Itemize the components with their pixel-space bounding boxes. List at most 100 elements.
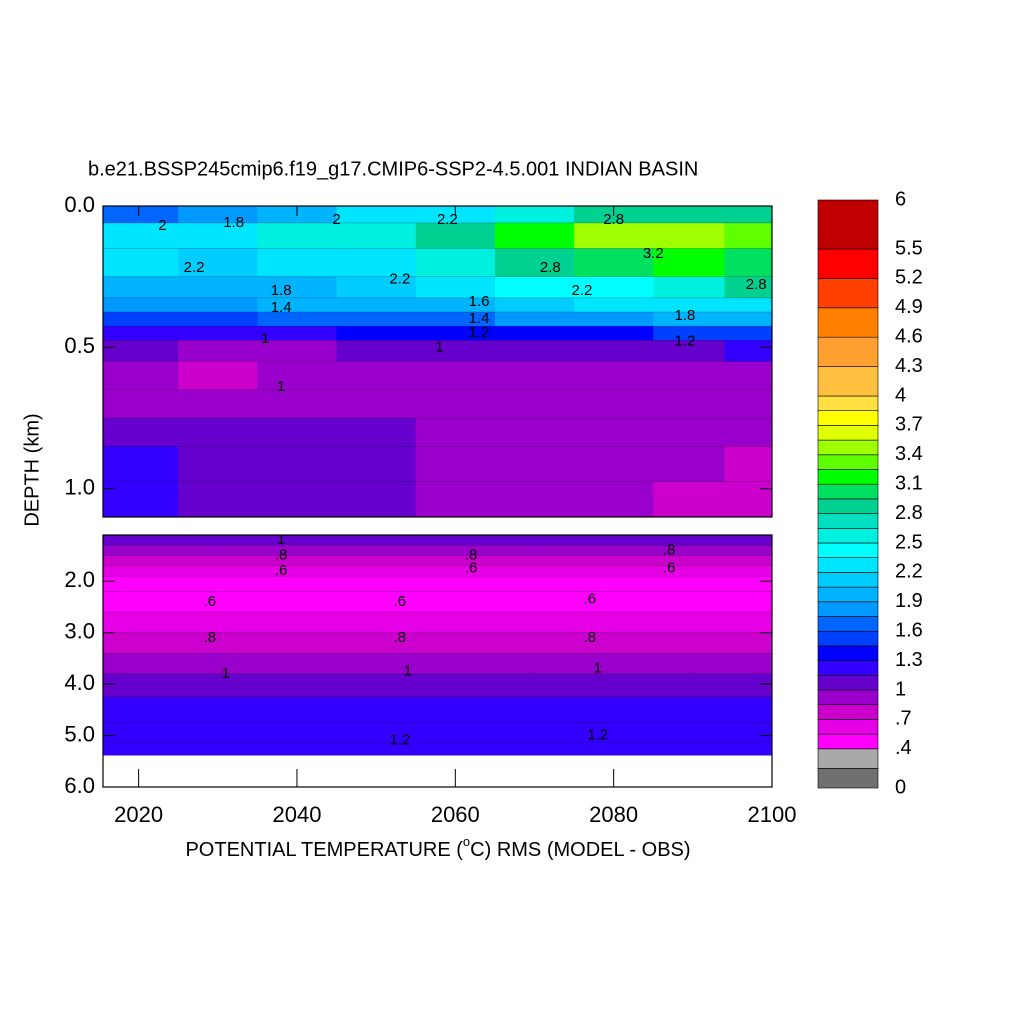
field-cell	[103, 653, 219, 675]
panel-frame	[102, 205, 773, 518]
field-cell	[534, 565, 694, 577]
field-cell	[724, 326, 772, 341]
field-cell	[336, 418, 417, 447]
field-cell	[724, 276, 772, 299]
colorbar-label: 1	[895, 678, 906, 700]
field-cell	[336, 248, 417, 278]
contour-label: .8	[584, 629, 597, 646]
contour-label: .6	[204, 593, 217, 610]
field-cell	[103, 632, 219, 654]
x-tick-label: 2040	[272, 802, 321, 827]
colorbar-box	[817, 660, 879, 676]
field-cell	[257, 312, 338, 327]
colorbar-box	[817, 557, 879, 573]
field-cell	[257, 389, 338, 419]
colorbar-box	[817, 616, 879, 632]
contour-label: 1.2	[674, 333, 695, 350]
contour-label: 1.6	[469, 293, 490, 310]
field-cell	[217, 722, 377, 743]
field-cell	[534, 742, 694, 756]
field-cell	[534, 673, 694, 698]
field-cell	[574, 481, 654, 517]
field-cell	[103, 576, 219, 593]
field-cell	[217, 742, 377, 756]
colorbar-label: 1.6	[895, 619, 923, 641]
field-cell	[217, 612, 377, 634]
contour-label: 2.2	[437, 211, 458, 228]
y-tick-label: 1.0	[64, 475, 95, 500]
contour-label: 1	[404, 662, 412, 679]
contour-label: 2.2	[389, 270, 410, 287]
field-cell	[534, 545, 694, 557]
field-cell	[178, 481, 258, 517]
field-cell	[257, 418, 338, 447]
contour-label: .6	[584, 590, 597, 607]
field-cell	[574, 326, 654, 341]
field-cell	[574, 248, 654, 278]
colorbar-box	[817, 469, 879, 485]
field-cell	[724, 222, 772, 250]
field-cell	[534, 535, 694, 546]
colorbar-label: 1.9	[895, 590, 923, 612]
contour-label: 2	[332, 211, 340, 228]
colorbar-box	[817, 689, 879, 705]
field-cell	[653, 276, 726, 299]
field-cell	[494, 389, 575, 419]
x-axis-label: POTENTIAL TEMPERATURE (oC) RMS (MODEL - …	[185, 834, 690, 861]
field-cell	[534, 722, 694, 743]
field-cell	[336, 340, 417, 363]
colorbar-label: 0	[895, 776, 906, 798]
panel: 2 1.8 2 2.2 2.82.22.22.2 2.82.83.21.81.4 1.61.…	[103, 206, 772, 517]
y-tick-label: 4.0	[64, 670, 95, 695]
field-cell	[692, 591, 772, 613]
colorbar-label: 4.6	[895, 325, 923, 347]
field-cell	[574, 276, 654, 299]
field-cell	[336, 361, 417, 391]
field-cell	[257, 446, 338, 483]
field-cell	[103, 555, 219, 567]
field-cell	[178, 361, 258, 391]
x-axis-label-part: POTENTIAL TEMPERATURE (	[185, 839, 463, 861]
field-cell	[178, 326, 258, 341]
field-cell	[494, 446, 575, 483]
x-axis-label-sup: o	[463, 834, 470, 849]
colorbar-box	[817, 733, 879, 750]
field-cell	[103, 418, 179, 447]
field-cell	[336, 389, 417, 419]
field-cell	[415, 389, 496, 419]
x-tick-label: 2080	[589, 802, 638, 827]
panel-frame	[102, 534, 773, 788]
field-cell	[494, 297, 575, 313]
contour-label: 2.8	[603, 211, 624, 228]
field-cell	[724, 418, 772, 447]
field-cell	[494, 276, 575, 299]
field-cell	[415, 361, 496, 391]
field-cell	[376, 545, 536, 557]
contour-label: .6	[275, 562, 288, 579]
field-cell	[336, 312, 417, 327]
field-cell	[336, 481, 417, 517]
field-cell	[724, 340, 772, 363]
field-cell	[653, 446, 726, 483]
field-cell	[692, 632, 772, 654]
colorbar-label: 5.2	[895, 267, 923, 289]
field-cell	[415, 222, 496, 250]
contour-label: 2.2	[572, 282, 593, 299]
field-cell	[178, 222, 258, 250]
field-cell	[217, 576, 377, 593]
y-tick-label: 3.0	[64, 619, 95, 644]
colorbar-box	[817, 542, 879, 558]
contour-label: 1	[435, 338, 443, 355]
field-cell	[103, 446, 179, 483]
field-cell	[103, 591, 219, 613]
field-cell	[178, 248, 258, 278]
x-axis-label-part: C) RMS (MODEL - OBS)	[470, 839, 690, 861]
field-cell	[653, 222, 726, 250]
y-tick-label: 2.0	[64, 567, 95, 592]
field-cell	[494, 418, 575, 447]
y-tick-label: 0.5	[64, 333, 95, 358]
contour-label: .6	[663, 559, 676, 576]
field-cell	[103, 297, 179, 313]
contour-label: .8	[663, 541, 676, 558]
colorbar-box	[817, 425, 879, 441]
